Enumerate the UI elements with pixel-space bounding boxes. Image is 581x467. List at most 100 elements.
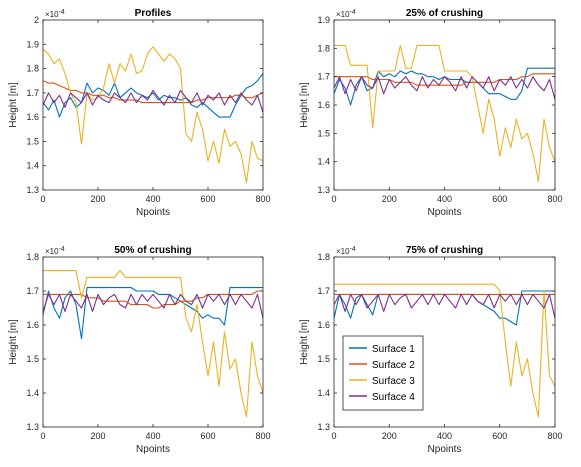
series-line-4 xyxy=(334,293,555,319)
series-line-4 xyxy=(43,89,263,113)
y-tick-label: 1.3 xyxy=(317,422,330,432)
y-tick-label: 1.6 xyxy=(317,320,330,330)
y-tick-label: 1.6 xyxy=(26,112,39,122)
y-exponent-base: ×10 xyxy=(336,10,350,19)
y-exponent-label: ×10-4 xyxy=(336,9,356,19)
series-line-3 xyxy=(334,283,555,418)
series-line-3 xyxy=(334,44,555,183)
y-axis-label: Height [m] xyxy=(299,319,310,365)
x-axis-label: Npoints xyxy=(428,207,462,218)
x-tick-label: 400 xyxy=(437,194,452,204)
chart-panel-3: 0 200 400 600 800 1.3 1.4 1.5 1.6 1.7 1.8 50% of cr… xyxy=(8,245,271,455)
y-tick-label: 1.4 xyxy=(317,388,330,398)
plot-area xyxy=(43,20,263,190)
series-line-1 xyxy=(43,287,263,340)
series-line-1 xyxy=(43,73,263,118)
x-tick-label: 0 xyxy=(40,431,45,441)
x-tick-label: 400 xyxy=(145,431,160,441)
y-exponent-base: ×10 xyxy=(45,247,59,256)
x-tick-label: 800 xyxy=(255,194,270,204)
series-group xyxy=(43,46,263,184)
y-exponent-power: -4 xyxy=(350,9,356,16)
legend-label-2: Surface 2 xyxy=(372,360,415,371)
chart-title: 25% of crushing xyxy=(406,8,483,19)
y-tick-label: 1.6 xyxy=(26,320,39,330)
series-line-2 xyxy=(43,290,263,309)
x-tick-label: 200 xyxy=(382,194,397,204)
y-tick-label: 1.7 xyxy=(317,286,330,296)
x-tick-label: 800 xyxy=(547,431,562,441)
legend-label-3: Surface 3 xyxy=(372,376,415,387)
chart-title: 50% of crushing xyxy=(114,245,191,256)
x-axis-label: Npoints xyxy=(136,207,170,218)
y-tick-label: 1.3 xyxy=(317,185,330,195)
chart-panel-4: 0 200 400 600 800 1.3 1.4 1.5 1.6 1.7 1.8 75% of cr… xyxy=(299,245,563,455)
y-tick-label: 1.8 xyxy=(317,43,330,53)
y-exponent-power: -4 xyxy=(59,246,65,253)
series-line-2 xyxy=(43,80,263,104)
y-tick-label: 1.8 xyxy=(317,252,330,262)
y-tick-label: 1.5 xyxy=(317,354,330,364)
chart-panel-1: 0 200 400 600 800 1.3 1.4 1.5 1.6 1.7 1.8 1.9 2 Profi… xyxy=(8,8,271,218)
x-tick-label: 800 xyxy=(255,431,270,441)
y-exponent-base: ×10 xyxy=(336,247,350,256)
y-exponent-label: ×10-4 xyxy=(45,9,65,19)
legend: Surface 1 Surface 2 Surface 3 Surface 4 xyxy=(342,335,424,411)
chart-title: 75% of crushing xyxy=(406,245,483,256)
series-line-4 xyxy=(334,76,555,100)
y-tick-label: 1.9 xyxy=(317,15,330,25)
series-line-4 xyxy=(43,293,263,319)
x-tick-label: 400 xyxy=(145,194,160,204)
x-tick-label: 0 xyxy=(331,194,336,204)
series-group xyxy=(334,283,555,418)
y-axis-label: Height [m] xyxy=(8,82,19,128)
y-tick-label: 1.5 xyxy=(317,128,330,138)
x-tick-label: 600 xyxy=(492,431,507,441)
y-tick-label: 1.3 xyxy=(26,422,39,432)
x-tick-label: 400 xyxy=(437,431,452,441)
y-tick-label: 1.4 xyxy=(317,157,330,167)
y-tick-label: 1.3 xyxy=(26,185,39,195)
series-line-2 xyxy=(334,73,555,86)
y-tick-label: 1.8 xyxy=(26,252,39,262)
chart-panel-2: 0 200 400 600 800 1.3 1.4 1.5 1.6 1.7 1.8 1.9 25% of… xyxy=(299,8,563,218)
series-line-3 xyxy=(43,270,263,418)
x-tick-label: 200 xyxy=(90,431,105,441)
y-exponent-power: -4 xyxy=(350,246,356,253)
y-exponent-base: ×10 xyxy=(45,10,59,19)
series-group xyxy=(334,44,555,183)
x-axis-label: Npoints xyxy=(428,444,462,455)
y-tick-label: 1.6 xyxy=(317,100,330,110)
x-tick-label: 600 xyxy=(492,194,507,204)
y-tick-label: 1.4 xyxy=(26,388,39,398)
y-tick-label: 1.4 xyxy=(26,161,39,171)
x-tick-label: 200 xyxy=(90,194,105,204)
y-tick-label: 1.5 xyxy=(26,136,39,146)
x-tick-label: 600 xyxy=(200,431,215,441)
x-axis-label: Npoints xyxy=(136,444,170,455)
y-tick-label: 1.5 xyxy=(26,354,39,364)
series-group xyxy=(43,270,263,418)
x-tick-label: 0 xyxy=(331,431,336,441)
series-line-3 xyxy=(43,46,263,184)
y-tick-label: 1.7 xyxy=(26,286,39,296)
y-tick-label: 1.7 xyxy=(317,72,330,82)
x-tick-label: 200 xyxy=(382,431,397,441)
legend-label-4: Surface 4 xyxy=(372,392,415,403)
x-tick-label: 800 xyxy=(547,194,562,204)
plot-area xyxy=(334,20,555,190)
x-tick-label: 0 xyxy=(40,194,45,204)
y-tick-label: 1.9 xyxy=(26,39,39,49)
y-axis-label: Height [m] xyxy=(299,82,310,128)
chart-title: Profiles xyxy=(135,8,172,19)
y-tick-label: 2 xyxy=(34,15,39,25)
y-exponent-label: ×10-4 xyxy=(336,246,356,256)
x-tick-label: 600 xyxy=(200,194,215,204)
y-axis-label: Height [m] xyxy=(8,319,19,365)
legend-label-1: Surface 1 xyxy=(372,344,415,355)
y-tick-label: 1.8 xyxy=(26,64,39,74)
y-exponent-label: ×10-4 xyxy=(45,246,65,256)
y-exponent-power: -4 xyxy=(59,9,65,16)
plot-area xyxy=(43,257,263,427)
